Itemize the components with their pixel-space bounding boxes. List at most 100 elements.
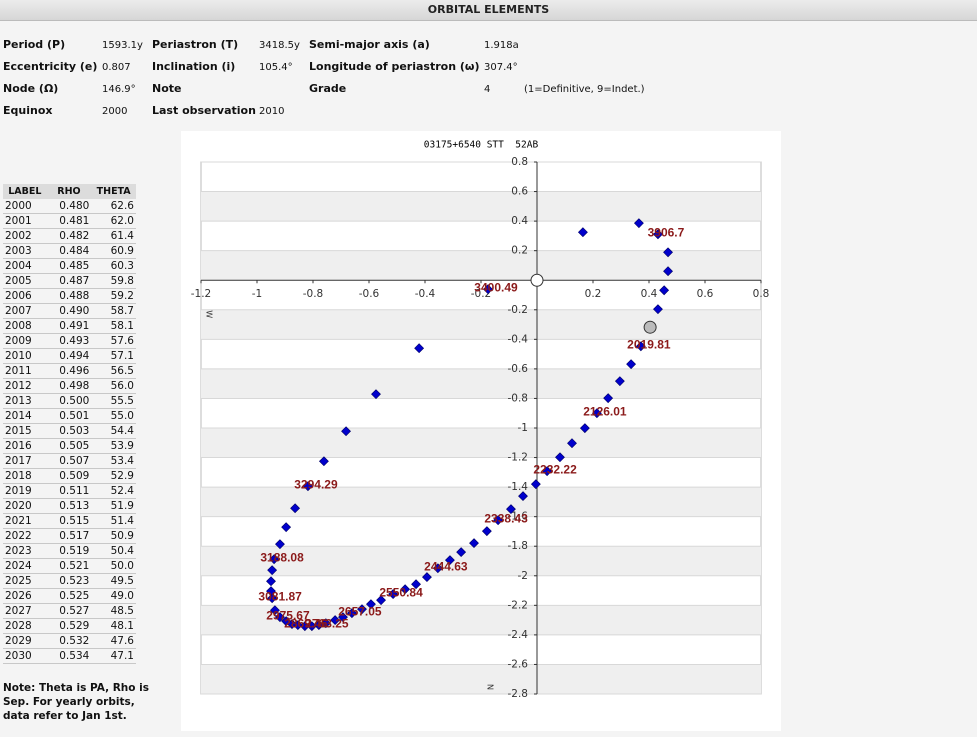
y-tick-label: -2.4 (508, 629, 529, 641)
table-cell: 47.6 (91, 633, 136, 649)
table-row: 2030 0.534 47.1 (3, 648, 136, 664)
orbit-point (542, 466, 553, 477)
table-cell: 0.505 (46, 438, 92, 454)
primary-star (530, 273, 544, 287)
element-label: Last observation (152, 104, 256, 117)
table-cell: 2009 (3, 333, 47, 349)
orbit-point (444, 555, 455, 566)
table-row: 2006 0.488 59.2 (3, 288, 136, 304)
table-cell: 0.529 (46, 618, 92, 634)
point-label: 3081.87 (258, 589, 302, 603)
orbit-point (266, 586, 276, 597)
table-cell: 48.1 (91, 618, 136, 634)
table-cell: 0.534 (46, 648, 92, 664)
orbit-point (603, 393, 614, 404)
table-cell: 55.0 (91, 408, 136, 424)
grid-band (201, 309, 761, 340)
grid-band (201, 664, 761, 694)
orbit-point (663, 247, 673, 258)
y-tick-label: -1.8 (508, 540, 529, 552)
x-tick-label: 0.8 (753, 288, 770, 300)
table-cell: 2011 (3, 363, 47, 379)
x-tick-label: -1 (252, 288, 262, 300)
point-label: 2869.46 (284, 616, 328, 630)
y-tick-label: -0.6 (508, 363, 529, 375)
table-cell: 0.485 (46, 258, 92, 274)
table-cell: 2005 (3, 273, 47, 289)
orbit-point (626, 359, 637, 370)
y-tick-label: 0.2 (511, 245, 528, 257)
table-row: 2014 0.501 55.0 (3, 408, 136, 424)
table-cell: 2016 (3, 438, 47, 454)
table-cell: 56.0 (91, 378, 136, 394)
table-cell: 2003 (3, 243, 47, 259)
table-row: 2018 0.509 52.9 (3, 468, 136, 484)
table-cell: 53.9 (91, 438, 136, 454)
y-tick-label: -0.4 (508, 333, 529, 345)
orbit-point (653, 304, 663, 315)
table-cell: 2021 (3, 513, 47, 529)
orbit-point (281, 616, 292, 627)
orbit-point (579, 423, 590, 434)
table-row: 2022 0.517 50.9 (3, 528, 136, 544)
orbit-point (422, 572, 432, 583)
orbit-point (493, 515, 504, 526)
table-cell: 0.519 (46, 543, 92, 559)
table-cell: 0.490 (46, 303, 92, 319)
orbit-point (388, 589, 399, 600)
element-value: 2000 (102, 106, 128, 117)
orbit-point (456, 547, 467, 558)
table-cell: 60.3 (91, 258, 136, 274)
table-row: 2008 0.491 58.1 (3, 318, 136, 334)
element-label: Semi-major axis (a) (309, 38, 430, 51)
table-cell: 2028 (3, 618, 47, 634)
table-row: 2029 0.532 47.6 (3, 633, 136, 649)
grid-band (201, 605, 761, 635)
orbit-point (346, 608, 357, 619)
element-value: 146.9° (102, 84, 136, 95)
y-tick-label: -2.6 (508, 658, 529, 670)
column-header: RHO (46, 184, 92, 199)
orbit-point (318, 456, 329, 467)
point-label: 2338.43 (484, 511, 528, 525)
element-label: Equinox (3, 104, 53, 117)
orbit-point (275, 612, 285, 623)
orbit-point (555, 452, 565, 463)
orbit-point (614, 376, 625, 387)
orbit-point (653, 229, 663, 240)
element-value: 1.918a (484, 40, 519, 51)
x-tick-label: 0.6 (697, 288, 714, 300)
orbit-point (313, 620, 324, 631)
element-value: 1593.1y (102, 40, 143, 51)
table-cell: 2002 (3, 228, 47, 244)
table-cell: 50.4 (91, 543, 136, 559)
y-tick-label: -1.4 (508, 481, 529, 493)
element-label: Longitude of periastron (ω) (309, 60, 480, 73)
element-label: Eccentricity (e) (3, 60, 98, 73)
table-cell: 2012 (3, 378, 47, 394)
table-row: 2003 0.484 60.9 (3, 243, 136, 259)
table-cell: 2007 (3, 303, 47, 319)
table-cell: 55.5 (91, 393, 136, 409)
table-cell: 57.6 (91, 333, 136, 349)
orbit-point (633, 218, 644, 229)
table-cell: 47.1 (91, 648, 136, 664)
table-row: 2025 0.523 49.5 (3, 573, 136, 589)
column-header: THETA (91, 184, 136, 199)
table-row: 2023 0.519 50.4 (3, 543, 136, 559)
table-cell: 0.491 (46, 318, 92, 334)
element-label: Period (P) (3, 38, 66, 51)
table-cell: 62.0 (91, 213, 136, 229)
orbit-point (577, 227, 588, 238)
table-cell: 0.496 (46, 363, 92, 379)
table-row: 2013 0.500 55.5 (3, 393, 136, 409)
orbit-point (281, 522, 292, 533)
table-cell: 2017 (3, 453, 47, 469)
table-cell: 62.6 (91, 199, 136, 214)
table-cell: 2022 (3, 528, 47, 544)
table-cell: 2019 (3, 483, 47, 499)
table-cell: 2014 (3, 408, 47, 424)
orbit-point (635, 341, 646, 352)
y-tick-label: -1 (518, 422, 528, 434)
